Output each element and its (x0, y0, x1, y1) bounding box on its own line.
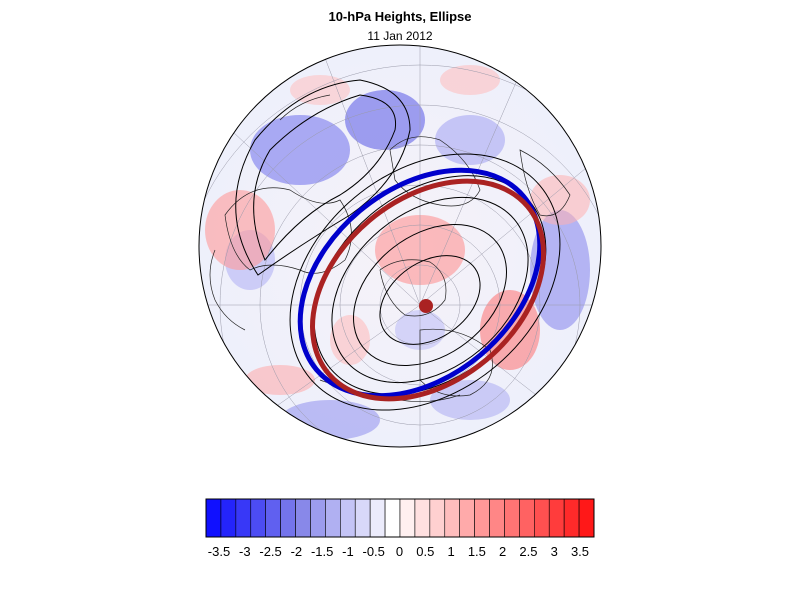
colorbar-swatch (354, 498, 371, 538)
colorbar-swatch (280, 498, 296, 538)
colorbar-tick-label: -2 (291, 544, 303, 559)
colorbar-swatch (384, 498, 401, 538)
colorbar-tick-label: 0.5 (416, 544, 434, 559)
colorbar-tick-label: 2.5 (519, 544, 537, 559)
colorbar-labels: -3.5 -3 -2.5 -2 -1.5 -1 -0.5 0 0.5 1 1.5 2 2.5 3 3.5 (208, 544, 589, 559)
colorbar-swatch (504, 498, 520, 538)
colorbar-swatch (310, 498, 326, 538)
colorbar-swatch (563, 498, 580, 538)
colorbar-swatch (205, 498, 222, 538)
colorbar-swatch (220, 498, 237, 538)
colorbar-tick-label: -3.5 (208, 544, 230, 559)
colorbar-tick-label: 2 (499, 544, 506, 559)
colorbar-swatch (534, 498, 550, 538)
colorbar-swatch (325, 498, 341, 538)
colorbar-swatch (548, 498, 565, 538)
coastlines (209, 94, 571, 402)
colorbar (205, 498, 595, 538)
colorbar-swatch (489, 498, 505, 538)
map-title: 10-hPa Heights, Ellipse (328, 9, 472, 24)
colorbar-tick-label: -1.5 (311, 544, 333, 559)
colorbar-tick-label: -1 (342, 544, 354, 559)
colorbar-tick-label: 0 (396, 544, 403, 559)
colorbar-swatch (429, 498, 446, 538)
colorbar-swatch (369, 498, 386, 538)
colorbar-swatch (340, 498, 356, 538)
colorbar-swatch (474, 498, 490, 538)
colorbar-swatch (459, 498, 475, 538)
colorbar-frame (205, 498, 595, 538)
colorbar-tick-label: -0.5 (363, 544, 385, 559)
colorbar-tick-label: 3 (551, 544, 558, 559)
colorbar-swatch (399, 498, 416, 538)
colorbar-swatch (265, 498, 281, 538)
colorbar-swatch (414, 498, 431, 538)
colorbar-tick-label: 3.5 (571, 544, 589, 559)
ellipse-red (310, 178, 546, 402)
colorbar-tick-label: -3 (239, 544, 251, 559)
map-date: 11 Jan 2012 (367, 29, 433, 43)
globe-border (198, 44, 602, 448)
ellipse-blue (297, 167, 543, 399)
colorbar-swatch (295, 498, 311, 538)
colorbar-tick-label: -2.5 (259, 544, 281, 559)
colorbar-tick-label: 1.5 (468, 544, 486, 559)
colorbar-swatch (250, 498, 266, 538)
vortex-center-dot (419, 299, 433, 313)
colorbar-swatch (444, 498, 460, 538)
colorbar-swatch (519, 498, 535, 538)
colorbar-swatch (235, 498, 252, 538)
colorbar-swatch (578, 498, 595, 538)
colorbar-tick-label: 1 (447, 544, 454, 559)
